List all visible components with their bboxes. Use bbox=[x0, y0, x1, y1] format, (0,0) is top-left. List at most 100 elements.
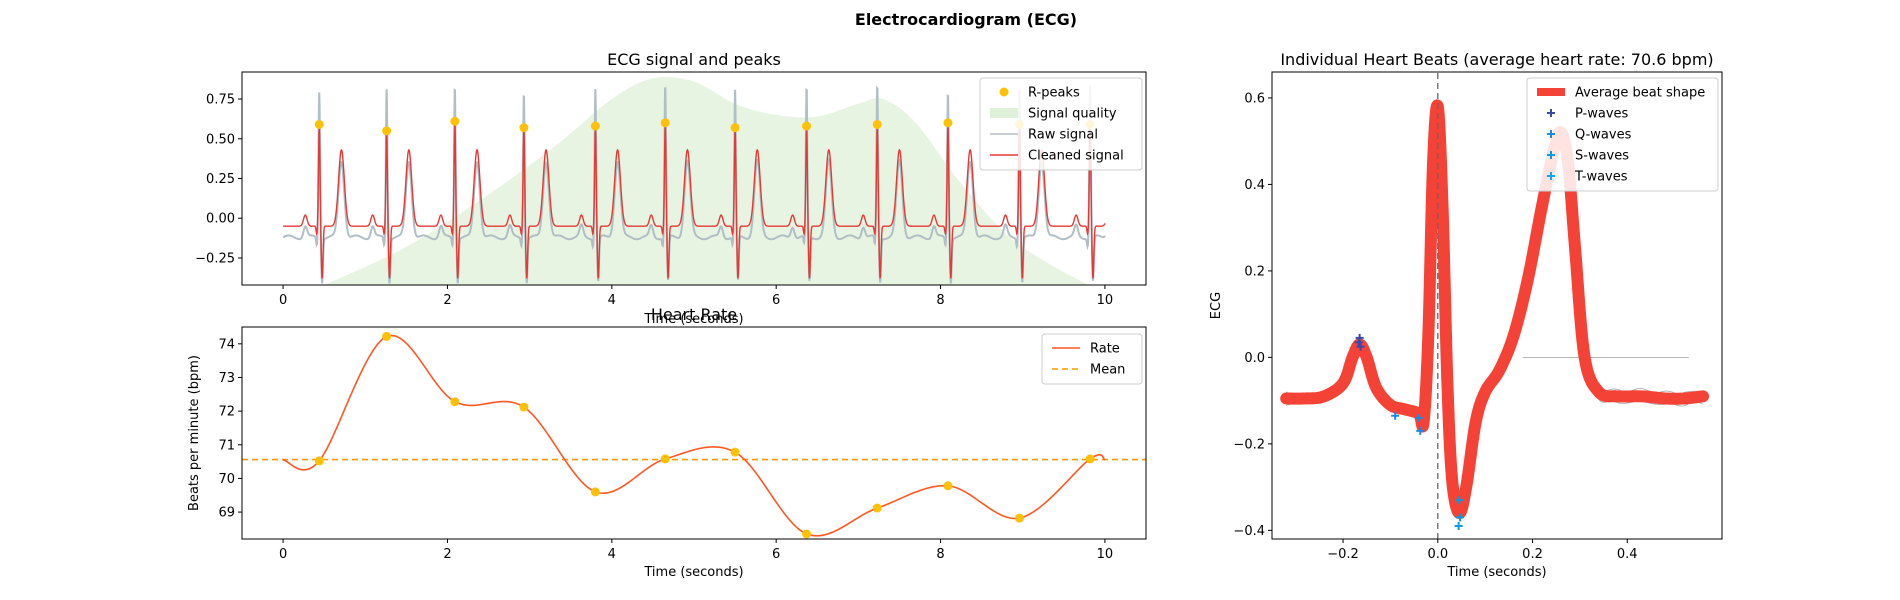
rate-xtick-label: 2 bbox=[443, 547, 451, 562]
ecg-xtick-label: 6 bbox=[772, 293, 780, 308]
r-peak-marker bbox=[450, 116, 460, 126]
rate-legend-box bbox=[1041, 333, 1143, 385]
rate-point-marker bbox=[382, 331, 392, 341]
ecg-plot-area: 0 2 4 6 8 10 −0.25 0.00 0.25 0.50 0.75 R-peaks Signa… bbox=[195, 71, 1147, 308]
rate-xtick-label: 0 bbox=[279, 547, 287, 562]
beats-xtick-label: 0.2 bbox=[1522, 547, 1543, 562]
heart-rate-axes: 0 2 4 6 8 10 69 70 71 72 73 74 Rate Mean Heart Rate T… bbox=[187, 305, 1147, 580]
beats-ylabel: ECG bbox=[1209, 292, 1224, 319]
r-peak-marker bbox=[872, 119, 882, 129]
ecg-ytick-label: 0.50 bbox=[206, 132, 235, 147]
ecg-legend-label: Signal quality bbox=[1028, 107, 1117, 122]
rate-ytick-label: 71 bbox=[218, 438, 235, 453]
beats-ytick-label: 0.4 bbox=[1244, 178, 1265, 193]
beats-ytick-label: 0.0 bbox=[1244, 351, 1265, 366]
rate-ytick-label: 70 bbox=[218, 472, 235, 487]
rate-xtick-label: 8 bbox=[936, 547, 944, 562]
r-peak-marker bbox=[314, 119, 324, 129]
ecg-legend-handle bbox=[999, 87, 1009, 97]
rate-point-marker bbox=[1085, 454, 1095, 464]
s-waves-marker bbox=[1454, 522, 1463, 531]
r-peak-marker bbox=[660, 118, 670, 128]
rate-point-marker bbox=[943, 481, 953, 491]
ecg-legend-label: R-peaks bbox=[1028, 86, 1080, 101]
beats-frame bbox=[1271, 71, 1723, 540]
ecg-legend-label: Cleaned signal bbox=[1028, 149, 1124, 164]
beats-legend-label: T-waves bbox=[1574, 170, 1628, 185]
ecg-xtick-label: 0 bbox=[279, 293, 287, 308]
rate-title: Heart Rate bbox=[651, 305, 737, 324]
r-peak-marker bbox=[802, 121, 812, 131]
ecg-xtick-label: 4 bbox=[608, 293, 616, 308]
p-waves-marker bbox=[1354, 338, 1363, 347]
signal-quality-area bbox=[324, 76, 1089, 285]
ecg-legend-label: Raw signal bbox=[1028, 128, 1098, 143]
average-beat-line bbox=[1280, 99, 1710, 520]
q-waves-marker bbox=[1416, 426, 1425, 435]
heart-beats-axes: −0.2 0.0 0.2 0.4 −0.4 −0.2 0.0 0.2 0.4 0.6 Average… bbox=[1209, 50, 1723, 580]
rate-point-marker bbox=[314, 456, 324, 466]
rate-legend-label: Mean bbox=[1090, 363, 1125, 378]
p-waves-marker bbox=[1356, 342, 1365, 351]
beats-legend-box bbox=[1526, 77, 1719, 192]
beats-title: Individual Heart Beats (average heart ra… bbox=[1280, 50, 1713, 69]
ecg-ytick-label: 0.75 bbox=[206, 93, 235, 108]
beats-xlabel: Time (seconds) bbox=[1446, 565, 1546, 580]
ecg-ytick-label: 0.25 bbox=[206, 172, 235, 187]
r-peak-marker bbox=[590, 121, 600, 131]
q-waves-marker bbox=[1414, 413, 1423, 422]
r-peak-marker bbox=[519, 123, 529, 133]
rate-ytick-label: 73 bbox=[218, 371, 235, 386]
beats-legend-label: Q-waves bbox=[1575, 128, 1632, 143]
figure-suptitle: Electrocardiogram (ECG) bbox=[855, 10, 1077, 29]
ecg-legend-box bbox=[979, 77, 1143, 171]
r-peak-marker bbox=[730, 123, 740, 133]
ecg-ytick-label: −0.25 bbox=[195, 251, 235, 266]
ecg-xtick-label: 8 bbox=[936, 293, 944, 308]
ecg-title: ECG signal and peaks bbox=[607, 50, 781, 69]
rate-point-marker bbox=[1014, 513, 1024, 523]
rate-xtick-label: 10 bbox=[1097, 547, 1114, 562]
q-waves-marker bbox=[1391, 411, 1400, 420]
rate-point-marker bbox=[519, 402, 529, 412]
rate-point-marker bbox=[660, 454, 670, 464]
beats-xtick-label: −0.2 bbox=[1327, 547, 1359, 562]
ecg-xlabel: Time (seconds) bbox=[643, 312, 743, 327]
s-waves-marker bbox=[1455, 496, 1464, 505]
ecg-signal-axes: 0 2 4 6 8 10 −0.25 0.00 0.25 0.50 0.75 R-peaks Signa… bbox=[195, 50, 1147, 327]
rate-point-marker bbox=[450, 397, 460, 407]
r-peak-marker bbox=[382, 126, 392, 136]
rate-legend-label: Rate bbox=[1090, 342, 1120, 357]
rate-xtick-label: 4 bbox=[608, 547, 616, 562]
rate-point-marker bbox=[730, 447, 740, 457]
beats-plot-area: −0.2 0.0 0.2 0.4 −0.4 −0.2 0.0 0.2 0.4 0.6 Average… bbox=[1233, 71, 1723, 562]
s-waves-marker bbox=[1456, 513, 1465, 522]
beats-legend-label: P-waves bbox=[1575, 107, 1629, 122]
ecg-xtick-label: 10 bbox=[1097, 293, 1114, 308]
rate-series-layer bbox=[242, 331, 1146, 539]
beats-ytick-label: −0.4 bbox=[1233, 524, 1265, 539]
rate-xtick-label: 6 bbox=[772, 547, 780, 562]
beats-xtick-label: 0.4 bbox=[1617, 547, 1638, 562]
rate-ylabel: Beats per minute (bpm) bbox=[187, 355, 202, 511]
ecg-xtick-label: 2 bbox=[443, 293, 451, 308]
rate-ytick-label: 69 bbox=[218, 506, 235, 521]
beats-legend-label: S-waves bbox=[1575, 149, 1629, 164]
beats-ytick-label: 0.2 bbox=[1244, 264, 1265, 279]
raw-signal-line bbox=[282, 85, 1106, 284]
rate-point-marker bbox=[802, 529, 812, 539]
rate-plot-area: 0 2 4 6 8 10 69 70 71 72 73 74 Rate Mean bbox=[218, 326, 1147, 562]
beats-ytick-label: 0.6 bbox=[1244, 91, 1265, 106]
rate-point-marker bbox=[590, 487, 600, 497]
rate-line bbox=[282, 334, 1106, 537]
beats-ytick-label: −0.2 bbox=[1233, 437, 1265, 452]
r-peak-marker bbox=[943, 118, 953, 128]
beats-legend-label: Average beat shape bbox=[1575, 86, 1705, 101]
ecg-ytick-label: 0.00 bbox=[206, 212, 235, 227]
rate-ytick-label: 72 bbox=[218, 405, 235, 420]
ecg-legend-handle bbox=[990, 108, 1018, 118]
rate-ytick-label: 74 bbox=[218, 337, 235, 352]
beats-xtick-label: 0.0 bbox=[1427, 547, 1448, 562]
beats-series-layer bbox=[1280, 72, 1710, 539]
